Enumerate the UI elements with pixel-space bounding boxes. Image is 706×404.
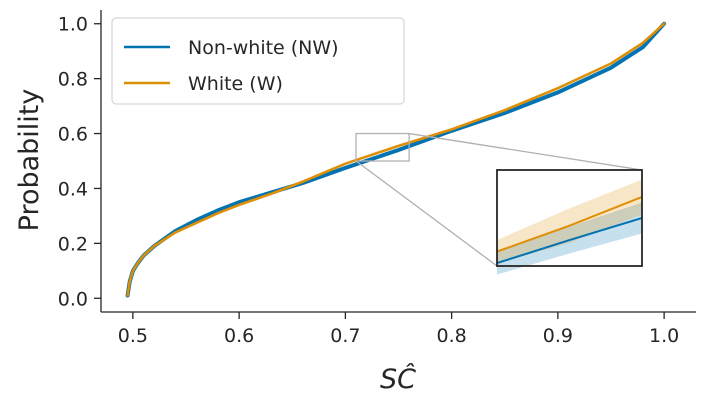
inset-band-nw [497, 202, 642, 275]
y-tick-label: 0.2 [58, 233, 88, 255]
zoom-connector-top [409, 132, 643, 171]
series-line-w [126, 22, 666, 297]
zoom-rectangle [355, 132, 410, 162]
x-axis-label: SĈ [380, 363, 416, 395]
x-tick-label: 0.7 [330, 325, 360, 347]
axes [100, 10, 696, 313]
inset-line-nw [496, 217, 643, 265]
y-tick-label: 0.8 [58, 69, 88, 91]
zoom-region [355, 132, 643, 267]
inset-frame [496, 169, 643, 267]
inset-band-w [497, 179, 642, 264]
zoom-connector-bottom [355, 160, 498, 267]
y-tick-label: 0.0 [58, 288, 88, 310]
legend: Non-white (NW) White (W) [111, 17, 405, 105]
y-tick-label: 0.4 [58, 178, 88, 200]
x-tick-label: 0.8 [437, 325, 467, 347]
inset-plot [496, 169, 643, 275]
inset-line-w [496, 195, 643, 253]
y-axis-label: Probability [14, 89, 45, 232]
x-tick-label: 0.5 [118, 325, 148, 347]
legend-frame [111, 17, 405, 105]
plot-area [125, 21, 667, 298]
y-tick-label: 0.6 [58, 124, 88, 146]
ticks: 0.5 0.6 0.7 0.8 0.9 1.0 0.0 0.2 0.4 0.6 0.8 1.0 [58, 14, 679, 347]
x-tick-label: 0.6 [224, 325, 254, 347]
y-tick-label: 1.0 [58, 14, 88, 36]
x-tick-label: 1.0 [649, 325, 679, 347]
legend-label-w: White (W) [188, 73, 283, 95]
legend-label-nw: Non-white (NW) [188, 37, 339, 59]
x-tick-label: 0.9 [543, 325, 573, 347]
inset-background [497, 170, 642, 266]
